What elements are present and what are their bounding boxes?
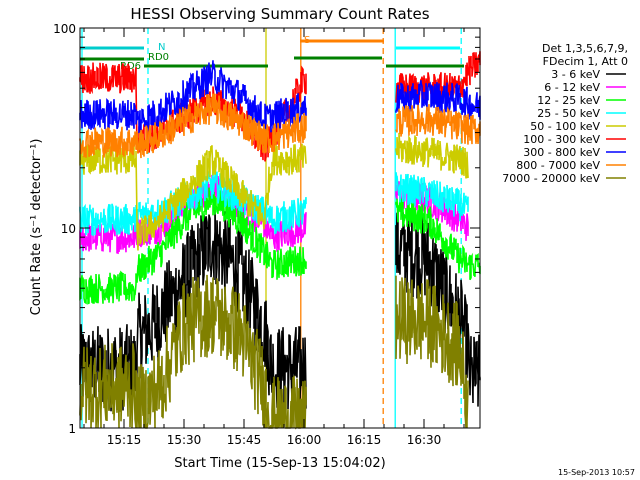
series-lines (79, 51, 481, 430)
x-axis-label: Start Time (15-Sep-13 15:04:02) (174, 456, 385, 471)
x-tick-label: 15:45 (227, 433, 262, 447)
axes: 15:15 15:30 15:45 16:00 16:15 16:30 1 10 100 (53, 22, 481, 447)
legend-label: 12 - 25 keV (537, 94, 600, 107)
legend-label: 7000 - 20000 keV (502, 172, 600, 185)
y-tick-label: 100 (53, 22, 76, 36)
legend-label: 100 - 300 keV (523, 133, 600, 146)
x-tick-label: 15:15 (107, 433, 142, 447)
footer-timestamp: 15-Sep-2013 10:57 (558, 468, 635, 477)
x-tick-label: 16:30 (407, 433, 442, 447)
y-axis-label: Count Rate (s⁻¹ detector⁻¹) (29, 139, 44, 316)
flag-label-3: S (304, 35, 310, 46)
flag-label-0: RD6 (120, 61, 141, 72)
legend-label: 300 - 800 keV (523, 146, 600, 159)
legend-label: 50 - 100 keV (530, 120, 600, 133)
legend-label: 3 - 6 keV (551, 68, 600, 81)
legend-label: 25 - 50 keV (537, 107, 600, 120)
x-tick-label: 16:00 (287, 433, 322, 447)
legend-label: 6 - 12 keV (544, 81, 600, 94)
legend-label: 800 - 7000 keV (516, 159, 600, 172)
flag-label-1: N (158, 42, 165, 53)
x-tick-label: 16:15 (347, 433, 382, 447)
legend: Det 1,3,5,6,7,9,FDecim 1, Att 03 - 6 keV… (502, 42, 628, 185)
series-line-7 (79, 93, 481, 159)
series-line-3 (79, 170, 469, 237)
flag-label-2: RD0 (148, 52, 169, 63)
y-tick-label: 10 (61, 222, 76, 236)
legend-header-line: Det 1,3,5,6,7,9, (542, 42, 628, 55)
series-line-6 (79, 60, 481, 134)
series-line-8 (79, 274, 469, 430)
chart-title: HESSI Observing Summary Count Rates (130, 5, 429, 23)
legend-header-line: FDecim 1, Att 0 (543, 55, 628, 68)
x-tick-label: 15:30 (167, 433, 202, 447)
y-tick-label: 1 (68, 422, 76, 436)
